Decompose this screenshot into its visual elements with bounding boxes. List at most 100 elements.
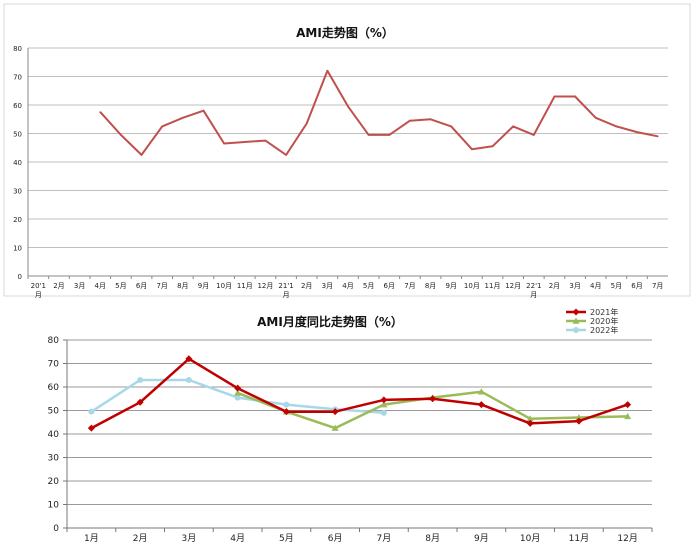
x-tick-label: 7月 <box>652 282 663 290</box>
data-point-diamond <box>234 384 242 392</box>
x-tick-label: 12月 <box>257 282 273 290</box>
x-tick-label: 4月 <box>590 282 601 290</box>
x-tick-label: 8月 <box>425 533 440 544</box>
y-tick-label: 0 <box>18 273 22 281</box>
data-point <box>450 125 453 128</box>
data-point <box>326 69 329 72</box>
x-tick-label: 7月 <box>404 282 415 290</box>
x-tick-label: 3月 <box>74 282 85 290</box>
x-tick-label: 12月 <box>505 282 521 290</box>
data-point <box>491 145 494 148</box>
y-tick-label: 60 <box>48 383 60 393</box>
data-point-triangle <box>526 415 534 422</box>
x-tick-label: 3月 <box>182 533 197 544</box>
x-tick-label: 8月 <box>425 282 436 290</box>
data-point-circle <box>185 376 192 383</box>
x-tick-label: 6月 <box>328 533 343 544</box>
data-point-diamond <box>624 401 632 409</box>
x-tick-label: 12月 <box>617 533 637 544</box>
data-point <box>223 142 226 145</box>
data-point-diamond <box>87 424 95 432</box>
data-point-diamond <box>575 417 583 425</box>
x-tick-label: 2月 <box>549 282 560 290</box>
series-line-2021年 <box>90 357 629 430</box>
x-tick-label: 9月 <box>445 282 456 290</box>
data-point <box>470 148 473 151</box>
x-tick-label: 4月 <box>342 282 353 290</box>
data-point-diamond <box>477 401 485 409</box>
x-tick-label: 9月 <box>198 282 209 290</box>
x-tick-label: 10月 <box>464 282 480 290</box>
data-point <box>181 116 184 119</box>
data-point <box>532 134 535 136</box>
x-tick-label: 10月 <box>520 533 540 544</box>
x-tick-label: 2月 <box>133 533 148 544</box>
data-point-diamond <box>429 395 437 403</box>
x-tick-label: 4月 <box>95 282 106 290</box>
data-point-triangle <box>624 412 632 420</box>
y-tick-label: 40 <box>13 159 22 167</box>
data-point-circle <box>573 327 579 333</box>
x-tick-label: 22'1 月 <box>526 282 541 299</box>
x-tick-label: 6月 <box>384 282 395 290</box>
chart-title: AMI走势图（%） <box>296 25 394 40</box>
data-point-diamond <box>185 355 193 363</box>
x-tick-label: 11月 <box>569 533 589 544</box>
data-point-diamond <box>136 398 144 406</box>
y-tick-label: 50 <box>13 131 22 139</box>
data-point-diamond <box>572 308 580 316</box>
data-point-diamond <box>526 419 534 427</box>
y-tick-label: 30 <box>48 454 60 464</box>
y-tick-label: 50 <box>48 407 60 417</box>
data-point <box>140 153 143 156</box>
data-point-triangle <box>331 424 339 431</box>
data-point-diamond <box>282 408 290 416</box>
x-tick-label: 9月 <box>474 533 489 544</box>
data-point <box>161 125 164 128</box>
x-tick-label: 21'1 月 <box>278 282 293 299</box>
data-point <box>429 118 432 121</box>
data-point <box>202 109 205 112</box>
data-point <box>120 134 122 136</box>
data-point <box>636 131 638 133</box>
data-point <box>305 122 308 125</box>
x-tick-label: 6月 <box>631 282 642 290</box>
data-point <box>409 119 411 122</box>
data-point-triangle <box>572 317 580 324</box>
chart-border <box>3 3 691 297</box>
legend-label: 2021年 <box>590 307 618 317</box>
x-tick-label: 5月 <box>115 282 126 290</box>
y-tick-label: 10 <box>48 501 60 511</box>
x-tick-label: 5月 <box>363 282 374 290</box>
x-tick-label: 11月 <box>485 282 501 290</box>
y-tick-label: 30 <box>13 188 22 196</box>
x-tick-label: 1月 <box>84 533 99 544</box>
data-point <box>512 125 515 128</box>
data-point <box>243 141 246 143</box>
series-line <box>99 69 658 156</box>
x-tick-label: 11月 <box>237 282 253 290</box>
data-point <box>615 125 618 128</box>
legend-label: 2022年 <box>590 325 618 335</box>
x-tick-label: 2月 <box>53 282 64 290</box>
data-point-triangle <box>234 389 242 396</box>
x-tick-label: 7月 <box>156 282 167 290</box>
x-tick-label: 10月 <box>216 282 232 290</box>
data-point-diamond <box>380 396 388 404</box>
data-point <box>99 111 102 114</box>
x-tick-label: 3月 <box>322 282 333 290</box>
legend-label: 2020年 <box>590 316 618 326</box>
data-point <box>388 134 391 136</box>
data-point <box>347 105 349 108</box>
data-point-triangle <box>575 414 583 421</box>
y-tick-label: 0 <box>53 524 59 534</box>
ami-trend-chart-svg: AMI走势图（%） 0 10 20 30 40 50 60 70 80 20'1 月 2月 3月 4月 5… <box>3 3 691 299</box>
ami-trend-chart: AMI走势图（%） 0 10 20 30 40 50 60 70 80 20'1 月 2月 3月 4月 5… <box>3 3 691 299</box>
data-point <box>553 95 556 98</box>
data-point-diamond <box>331 408 339 416</box>
x-tick-label: 7月 <box>377 533 392 544</box>
data-point-circle <box>380 409 387 416</box>
data-point-circle <box>137 376 144 383</box>
data-point <box>594 116 597 119</box>
